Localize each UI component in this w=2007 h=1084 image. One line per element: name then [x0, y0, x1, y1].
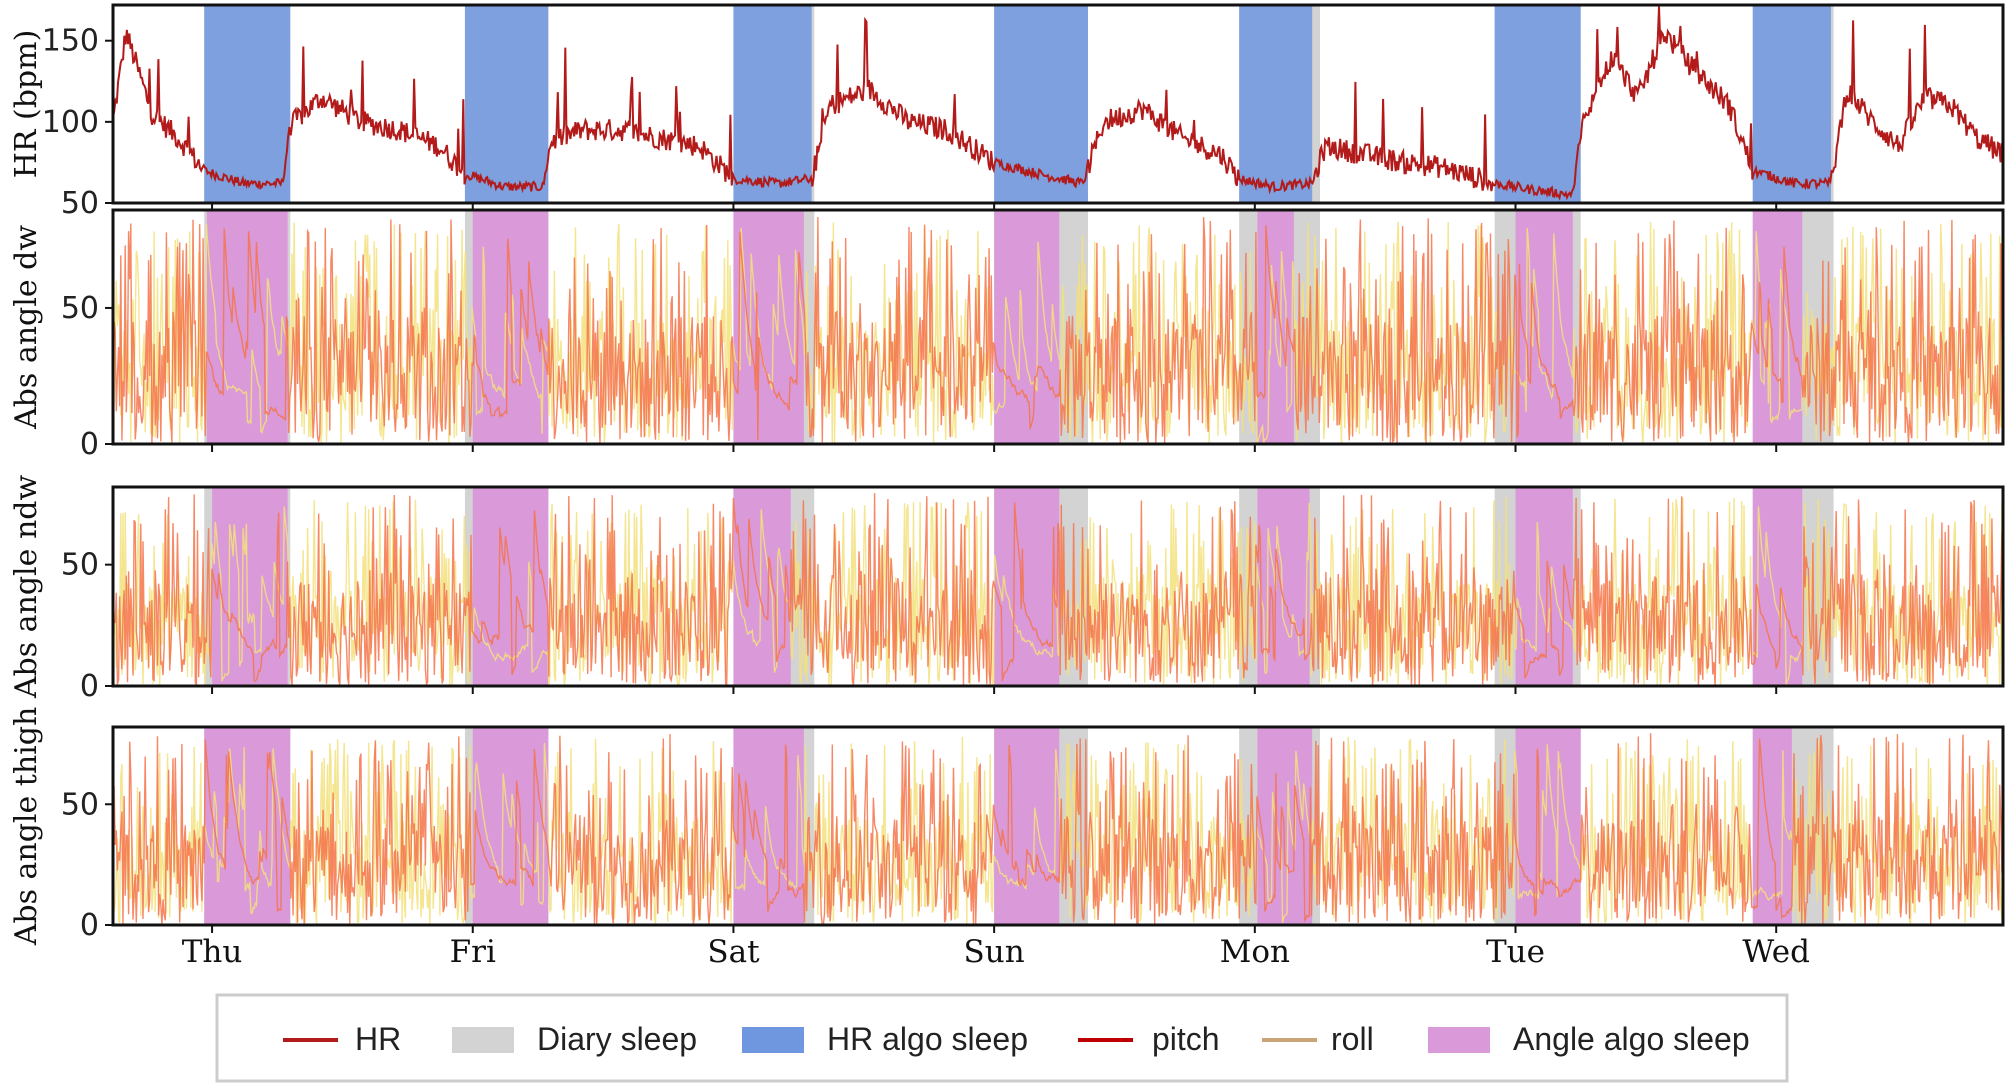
legend-item-angle-algo-sleep: Angle algo sleep [1428, 1021, 1750, 1057]
angle-algo-sleep-band [1515, 210, 1573, 444]
day-label: Mon [1220, 934, 1290, 970]
y-tick-label: 50 [61, 186, 99, 221]
day-label: Sat [707, 934, 760, 970]
pitch-signal [113, 493, 2003, 686]
legend-item-pitch: pitch [1078, 1021, 1220, 1057]
day-label: Wed [1742, 934, 1810, 970]
panel-4: 0 50 Abs angle thigh [9, 707, 2005, 947]
hr-algo-sleep-band [733, 5, 812, 203]
y-axis-label: HR (bpm) [9, 30, 44, 179]
legend-label: HR [355, 1021, 401, 1057]
angle-algo-sleep-band [994, 487, 1060, 686]
legend-items: HR Diary sleep HR algo sleep pitch roll Angle… [283, 1021, 1750, 1057]
pitch-signal [113, 733, 2003, 925]
legend-item-hr-algo-sleep: HR algo sleep [742, 1021, 1028, 1057]
legend: HR Diary sleep HR algo sleep pitch roll Angle… [215, 993, 1789, 1083]
legend-label: HR algo sleep [827, 1021, 1028, 1057]
legend-item-hr: HR [283, 1021, 401, 1057]
legend-label: Angle algo sleep [1513, 1021, 1750, 1057]
panel-frame [111, 208, 2005, 446]
angle-algo-sleep-band [1257, 727, 1313, 925]
legend-item-roll: roll [1262, 1021, 1374, 1057]
hr-algo-sleep-band [204, 5, 291, 203]
hr-algo-sleep-band [464, 5, 549, 203]
legend-label: Diary sleep [537, 1021, 697, 1057]
angle-algo-sleep-band [472, 210, 549, 444]
y-tick-label: 100 [42, 105, 99, 140]
panel-frame [111, 725, 2005, 927]
angle-algo-sleep-band [994, 727, 1060, 925]
angle-algo-sleep-band [994, 210, 1060, 444]
panel-frame [111, 485, 2005, 688]
legend-label: roll [1331, 1021, 1374, 1057]
legend-patch-swatch [1428, 1027, 1490, 1053]
y-tick-label: 50 [61, 291, 99, 326]
angle-algo-sleep-band [1752, 487, 1803, 686]
day-label: Fri [450, 934, 496, 970]
hr-line [113, 6, 2003, 201]
angle-algo-sleep-band [212, 487, 288, 686]
y-tick-label: 0 [80, 427, 99, 462]
legend-label: pitch [1152, 1021, 1220, 1057]
panel-plot-area [113, 5, 2003, 203]
y-tick-label: 0 [80, 908, 99, 943]
panel-frame [111, 3, 2005, 205]
y-tick-label: 150 [42, 24, 99, 59]
day-label: Tue [1486, 934, 1545, 970]
y-axis-label: Abs angle thigh [9, 707, 44, 947]
panel-plot-area [113, 210, 2003, 444]
y-tick-label: 50 [61, 548, 99, 583]
day-label: Sun [964, 934, 1025, 970]
panel-plot-area [113, 487, 2003, 686]
day-label: Thu [182, 934, 243, 970]
legend-item-diary-sleep: Diary sleep [452, 1021, 697, 1057]
hr-algo-sleep-band [1752, 5, 1831, 203]
y-axis-label: Abs angle dw [9, 225, 44, 430]
y-axis-label: Abs angle ndw [9, 475, 44, 700]
panel-2: 0 50 Abs angle dw [9, 208, 2005, 462]
hr-algo-sleep-band [1494, 5, 1581, 203]
hr-algo-sleep-band [1239, 5, 1313, 203]
pitch-signal [113, 216, 2003, 444]
y-tick-label: 0 [80, 669, 99, 704]
legend-patch-swatch [742, 1027, 804, 1053]
day-axis: Thu Fri Sat Sun Mon Tue Wed [182, 934, 1810, 970]
panel-plot-area [113, 727, 2003, 925]
panel-3: 0 50 Abs angle ndw [9, 475, 2005, 704]
y-tick-label: 50 [61, 787, 99, 822]
roll-signal [113, 736, 2003, 925]
angle-algo-sleep-band [1257, 487, 1310, 686]
legend-patch-swatch [452, 1027, 514, 1053]
angle-algo-sleep-band [733, 210, 804, 444]
